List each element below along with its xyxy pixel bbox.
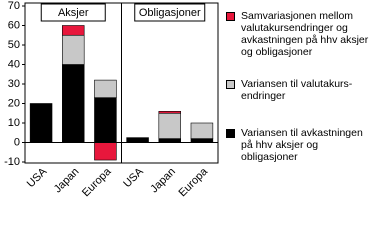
bar-segment	[94, 142, 117, 161]
y-tick-label: -10	[4, 156, 20, 168]
legend-label: Variansen til avkastningen på hhv aksjer…	[241, 127, 363, 163]
y-tick-label: 60	[8, 19, 20, 31]
x-tick-label: Japan	[52, 166, 82, 196]
y-tick-label: 50	[8, 39, 20, 51]
panel-label: Aksjer	[58, 7, 89, 19]
legend-item: Variansen til valutakurs- endringer	[226, 78, 374, 102]
y-tick-label: 30	[8, 78, 20, 90]
bar-segment	[62, 64, 85, 143]
x-tick-label: Europa	[80, 165, 114, 199]
bar-segment	[190, 138, 214, 143]
x-tick-label: USA	[25, 165, 50, 190]
x-tick-label: Europa	[177, 165, 211, 199]
panel-label-box	[134, 3, 206, 22]
y-tick-label: 20	[8, 97, 20, 109]
chart: -10 0 10 20 30 40 50 60 70 Aksjer Obligasjoner USA J…	[4, 0, 374, 199]
bar-segment	[94, 79, 117, 98]
bar-segment	[158, 111, 181, 114]
legend-swatch	[226, 12, 235, 21]
y-tick-label: 70	[8, 0, 20, 12]
y-tick-label: 0	[14, 136, 20, 148]
bar-segment	[62, 34, 85, 65]
y-tick-label: 10	[8, 117, 20, 129]
x-tick-label: USA	[121, 165, 146, 190]
bar-segment	[190, 122, 214, 139]
legend-swatch	[226, 80, 235, 89]
bar-segment	[62, 25, 85, 36]
x-tick-label: Japan	[148, 166, 178, 196]
bar-segment	[94, 97, 117, 143]
panel-label-box	[40, 3, 106, 22]
legend-item: Variansen til avkastningen på hhv aksjer…	[226, 127, 374, 163]
y-tick-label: 40	[8, 58, 20, 70]
bar-segment	[158, 112, 181, 139]
legend-item: Samvariasjonen mellom valutakursendringe…	[226, 10, 374, 58]
legend-label: Variansen til valutakurs- endringer	[241, 78, 353, 102]
legend-label: Samvariasjonen mellom valutakursendringe…	[241, 10, 369, 58]
legend-swatch	[226, 129, 235, 138]
panel-label: Obligasjoner	[139, 7, 201, 19]
bar-segment	[29, 103, 53, 143]
bar-segment	[158, 138, 181, 143]
bar-segment	[126, 137, 149, 143]
